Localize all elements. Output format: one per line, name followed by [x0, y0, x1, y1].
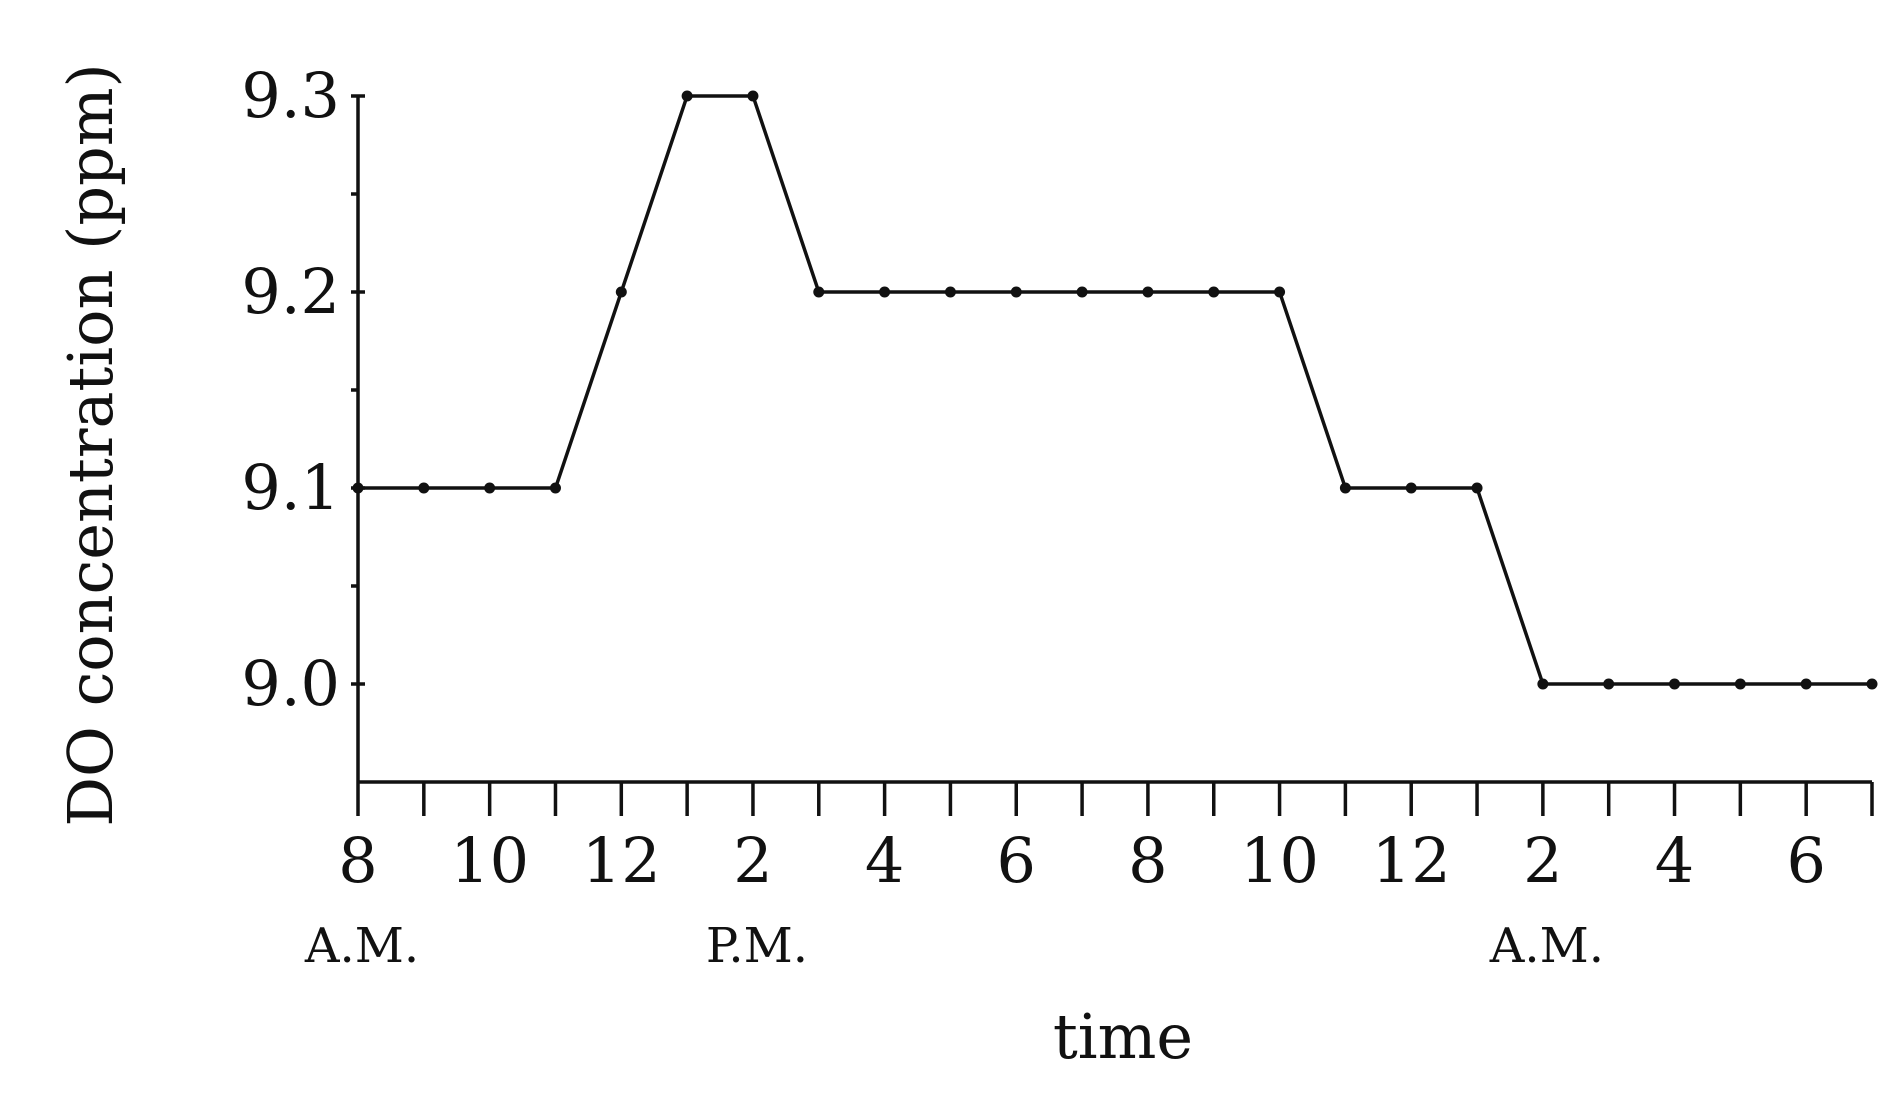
- x-tick-label: 10: [1240, 824, 1319, 897]
- data-point: [1866, 678, 1878, 690]
- data-point: [1142, 286, 1154, 298]
- x-tick-label: 10: [450, 824, 529, 897]
- data-point: [1471, 482, 1483, 494]
- data-point: [747, 90, 759, 102]
- data-point: [1405, 482, 1417, 494]
- data-point: [615, 286, 627, 298]
- data-point: [1208, 286, 1220, 298]
- data-point: [352, 482, 364, 494]
- y-tick-label: 9.1: [241, 451, 340, 524]
- x-tick-label: 4: [1655, 824, 1694, 897]
- data-point: [879, 286, 891, 298]
- data-point: [484, 482, 496, 494]
- x-tick-label: 8: [338, 824, 377, 897]
- y-axis-title: DO concentration (ppm): [54, 63, 127, 826]
- data-points: [352, 90, 1878, 690]
- axes: [356, 96, 1872, 784]
- period-label: A.M.: [1489, 918, 1604, 974]
- tick-labels: 9.0 9.1 9.2 9.3 8 10 12 2 4 6 8 10 12 2 4 6 A.M. P.M. A.M.: [241, 59, 1826, 974]
- data-point: [681, 90, 693, 102]
- x-tick-label: 6: [1786, 824, 1825, 897]
- data-point: [1010, 286, 1022, 298]
- series-path: [358, 94, 1872, 686]
- x-tick-label: 2: [733, 824, 772, 897]
- data-point: [1339, 482, 1351, 494]
- data-point: [944, 286, 956, 298]
- x-tick-label: 2: [1523, 824, 1562, 897]
- data-point: [1800, 678, 1812, 690]
- x-tick-label: 6: [997, 824, 1036, 897]
- data-point: [549, 482, 561, 494]
- series-line: [358, 94, 1872, 686]
- y-tick-label: 9.2: [241, 255, 340, 328]
- data-point: [418, 482, 430, 494]
- data-point: [813, 286, 825, 298]
- data-point: [1734, 678, 1746, 690]
- y-tick-label: 9.0: [241, 647, 340, 720]
- ticks: [351, 94, 1874, 816]
- x-tick-label: 8: [1128, 824, 1167, 897]
- x-tick-label: 12: [582, 824, 661, 897]
- period-label: P.M.: [706, 918, 808, 974]
- data-point: [1076, 286, 1088, 298]
- period-label: A.M.: [304, 918, 419, 974]
- data-point: [1603, 678, 1615, 690]
- data-point: [1669, 678, 1681, 690]
- data-point: [1274, 286, 1286, 298]
- y-tick-label: 9.3: [241, 59, 340, 132]
- data-point: [1537, 678, 1549, 690]
- x-tick-label: 12: [1372, 824, 1451, 897]
- x-axis-title: time: [1053, 1000, 1193, 1073]
- x-tick-label: 4: [865, 824, 904, 897]
